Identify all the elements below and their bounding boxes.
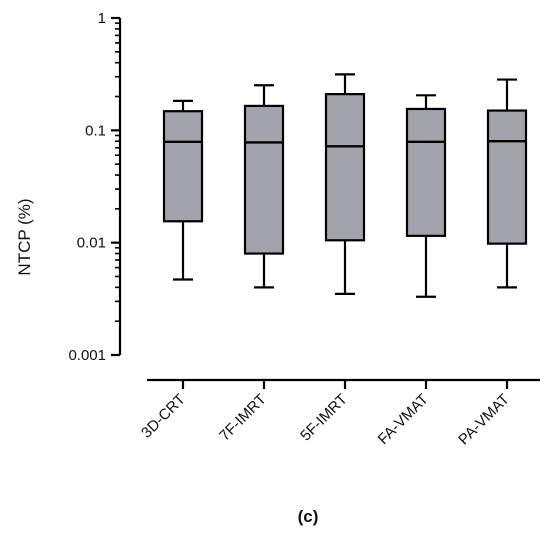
iqr-box xyxy=(486,109,528,245)
y-tick-label: 0.1 xyxy=(85,122,106,139)
iqr-box xyxy=(324,93,366,242)
iqr-box xyxy=(243,104,285,255)
x-tick-label: 3D-CRT xyxy=(138,391,189,442)
y-tick-label: 1 xyxy=(98,10,106,27)
x-axis: 3D-CRT 7F-IMRT 5F-IMRT FA-VMAT PA-VMAT xyxy=(138,378,540,449)
box-3d-crt xyxy=(162,99,204,281)
box-5f-imrt xyxy=(324,73,366,295)
iqr-box xyxy=(162,110,204,223)
x-tick-label: 7F-IMRT xyxy=(216,391,270,445)
y-axis-title: NTCP (%) xyxy=(15,198,34,275)
x-tick-label: 5F-IMRT xyxy=(297,391,351,445)
boxes-group xyxy=(162,73,528,298)
box-fa-vmat xyxy=(405,94,447,298)
y-tick-label: 0.001 xyxy=(68,347,106,364)
panel-label: (c) xyxy=(298,507,319,526)
x-tick-label: FA-VMAT xyxy=(375,391,432,448)
y-axis: 1 0.1 0.01 0.001 xyxy=(68,10,122,364)
box-pa-vmat xyxy=(486,78,528,289)
box-7f-imrt xyxy=(243,84,285,289)
iqr-box xyxy=(405,107,447,237)
y-tick-label: 0.01 xyxy=(77,235,106,252)
x-tick-label: PA-VMAT xyxy=(455,391,513,449)
